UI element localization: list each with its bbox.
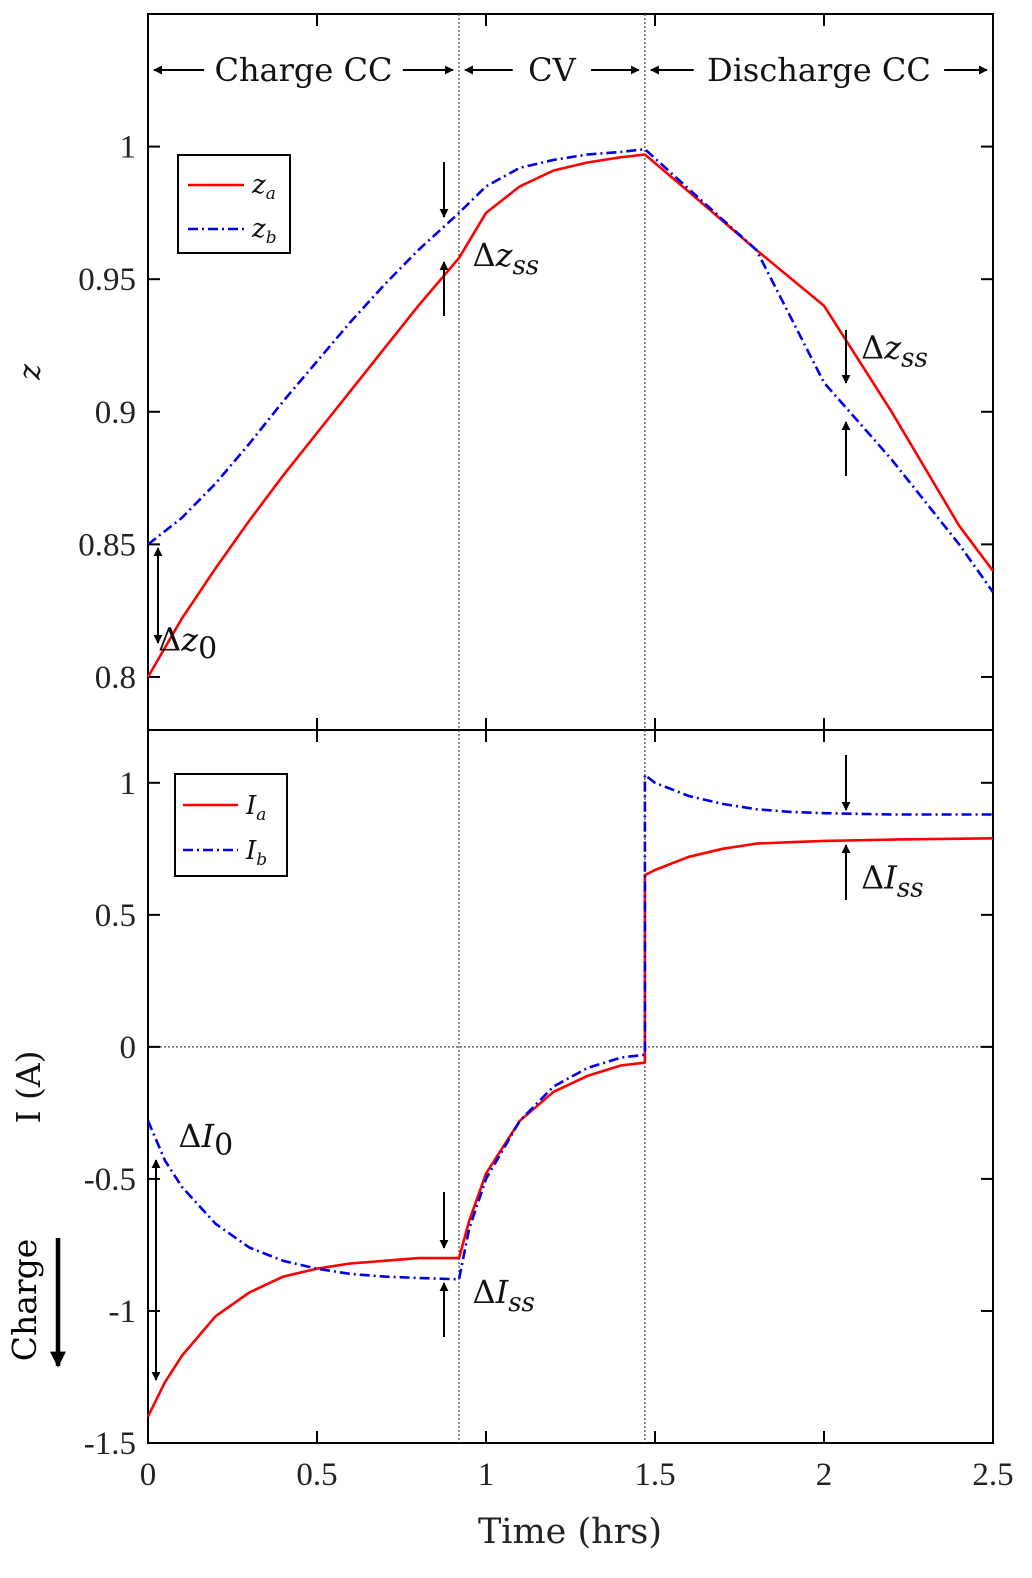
bot-delta-annotation: ΔI0 <box>178 1117 233 1163</box>
phase-label: CV <box>528 51 576 89</box>
phase-label: Discharge CC <box>707 51 931 89</box>
top-delta-annotation: Δz0 <box>158 620 217 666</box>
bottom-panel: -1.5 -1 -0.5 0 0.5 1 0 0.5 1 1.5 2 2.5 ΔI0 ΔIss ΔIss… <box>5 729 1014 1552</box>
bot-delta-annotation: ΔIss <box>472 1273 534 1318</box>
bot-xtick-label: 0.5 <box>296 1457 337 1493</box>
bot-xtick-label: 1 <box>478 1457 495 1493</box>
top-xticks <box>147 14 994 730</box>
bottom-gridlines <box>148 730 993 1443</box>
bottom-plot-frame <box>147 729 994 1444</box>
top-phase-labels: Charge CC CV Discharge CC <box>153 51 988 89</box>
x-axis-label: Time (hrs) <box>478 1512 662 1552</box>
charge-side-label: Charge <box>5 1239 44 1362</box>
top-delta-annotation: Δzss <box>472 236 539 281</box>
top-annotations: Δz0 Δzss Δzss <box>158 236 928 667</box>
bot-ytick-label: -1.5 <box>84 1426 136 1462</box>
bot-xtick-label: 2.5 <box>972 1457 1013 1493</box>
top-ytick-label: 0.9 <box>95 395 136 431</box>
bot-ytick-label: 1 <box>120 766 137 802</box>
bot-xtick-label: 1.5 <box>634 1457 675 1493</box>
top-yticks: 0.8 0.85 0.9 0.95 1 <box>78 130 993 696</box>
bottom-annotations: ΔI0 ΔIss ΔIss <box>178 858 923 1318</box>
bottom-legend-box <box>174 773 288 877</box>
bot-xtick-label: 2 <box>816 1457 833 1493</box>
bottom-ylabel: I (A) <box>9 1050 48 1123</box>
top-series-za-line <box>146 153 995 678</box>
top-series <box>146 147 995 678</box>
bot-delta-annotation: ΔIss <box>861 858 923 903</box>
top-plot-frame <box>147 13 994 731</box>
bottom-series <box>146 773 994 1418</box>
bottom-yticks: -1.5 -1 -0.5 0 0.5 1 <box>84 766 993 1462</box>
top-series-zb-line <box>147 147 995 593</box>
bot-series-Ib-line <box>146 773 993 1281</box>
top-ytick-label: 1 <box>120 130 137 166</box>
top-ytick-label: 0.8 <box>95 660 136 696</box>
bot-ytick-label: 0 <box>120 1030 137 1066</box>
bottom-xticks: 0 0.5 1 1.5 2 2.5 <box>140 730 1014 1493</box>
top-legend-box <box>177 154 291 254</box>
top-delta-annotation: Δzss <box>861 329 928 374</box>
top-legend: za zb <box>177 154 291 254</box>
top-ytick-label: 0.95 <box>78 262 136 298</box>
bottom-legend: Ia Ib <box>174 773 288 877</box>
top-ylabel: z <box>13 364 48 381</box>
bot-ytick-label: 0.5 <box>95 898 136 934</box>
top-panel: 0.80.850.90.951 Charge CC CV Discharge CC … <box>13 13 995 731</box>
bot-ytick-label: -1 <box>109 1294 137 1330</box>
bot-series-Ia-line <box>146 837 994 1418</box>
top-ytick-label: 0.85 <box>78 527 136 563</box>
bot-ytick-label: -0.5 <box>84 1162 136 1198</box>
bot-xtick-label: 0 <box>140 1457 157 1493</box>
top-gridlines <box>458 14 646 730</box>
phase-label: Charge CC <box>214 51 392 89</box>
